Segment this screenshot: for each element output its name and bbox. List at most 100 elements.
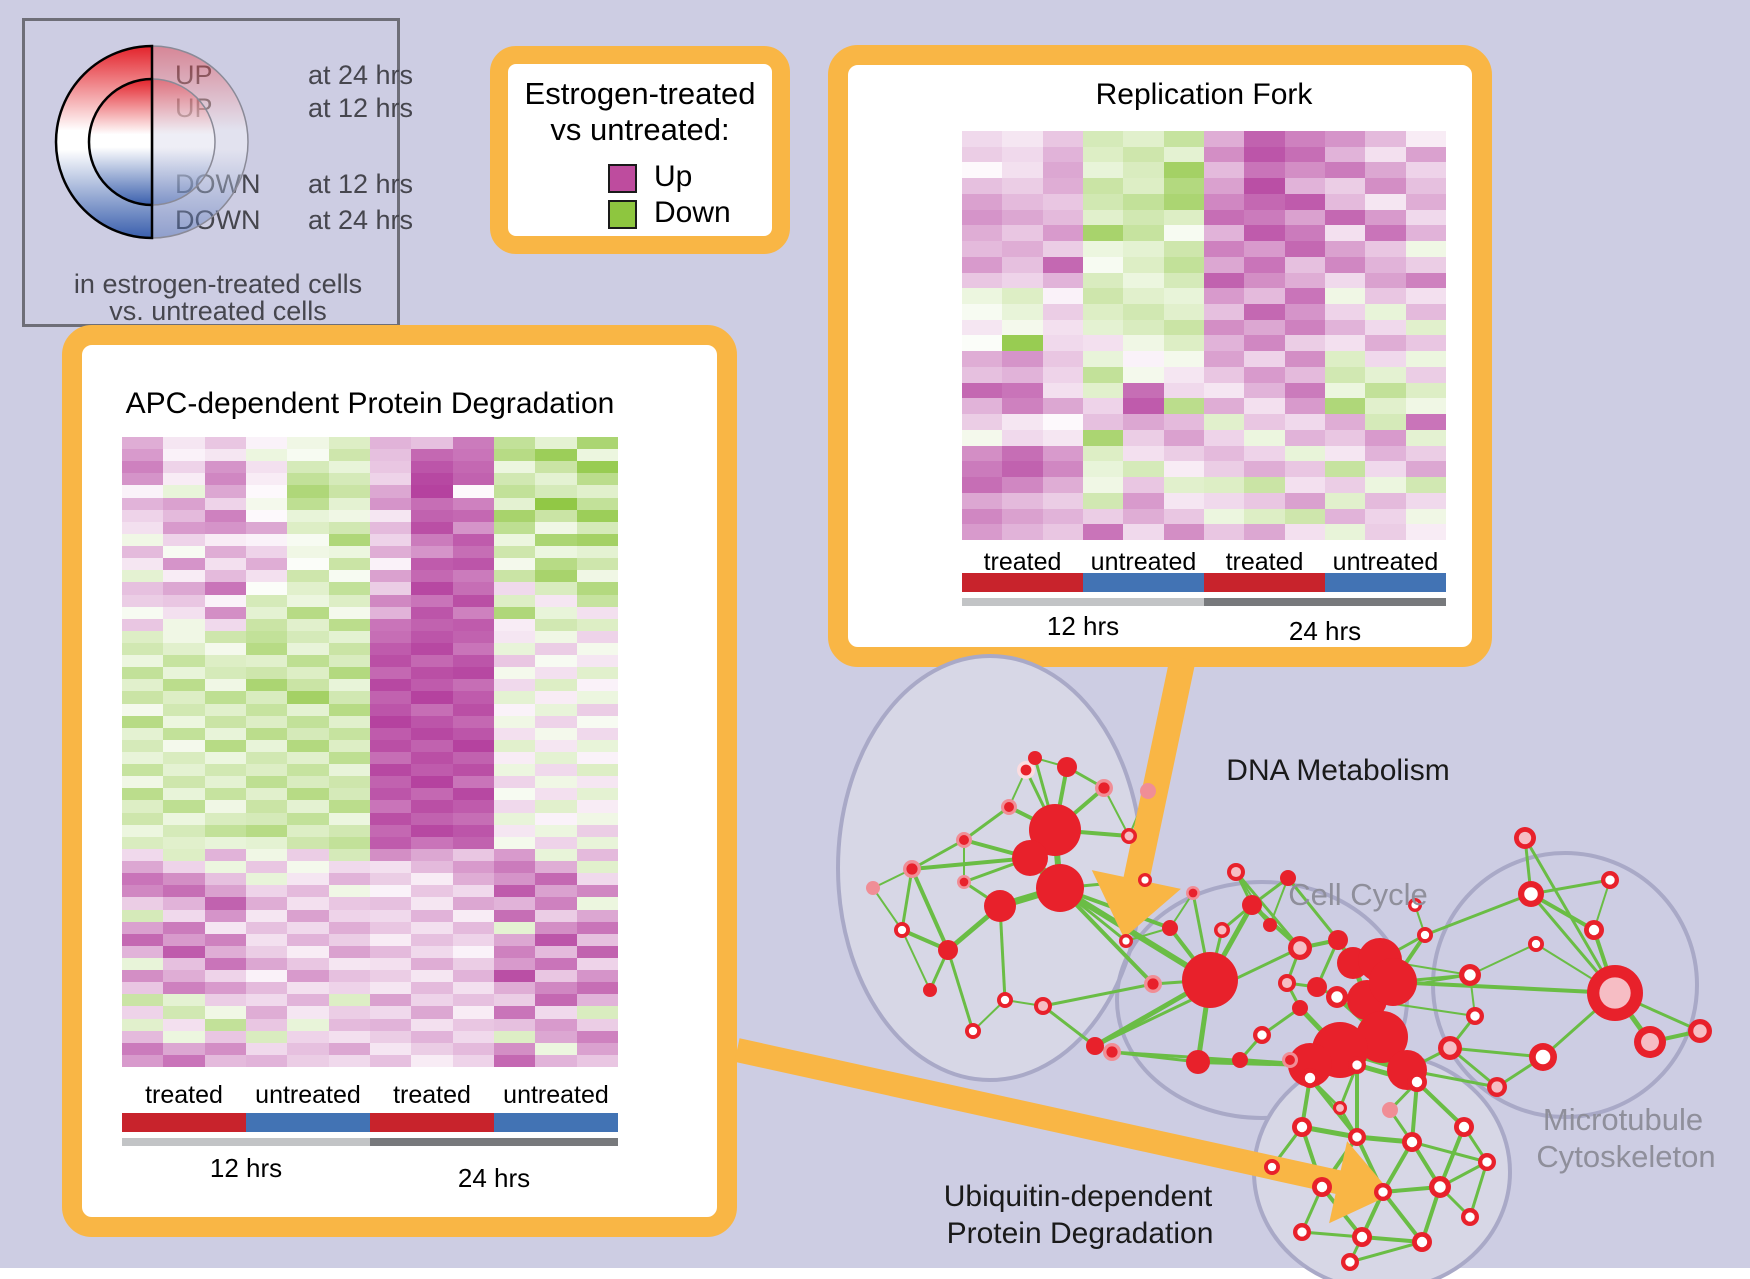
treated-bar	[962, 573, 1083, 592]
heatmap-cell	[493, 485, 536, 498]
heatmap-cell	[411, 1042, 453, 1055]
heatmap-cell	[576, 570, 618, 583]
heatmap-cell	[122, 848, 164, 862]
heatmap-cell	[1244, 492, 1285, 509]
heatmap-cell	[452, 752, 494, 765]
heatmap-cell	[328, 497, 370, 510]
heatmap-cell	[1042, 131, 1083, 147]
heatmap-cell	[163, 970, 205, 983]
heatmap-cell	[1123, 225, 1164, 242]
heatmap-cell	[122, 679, 164, 692]
heatmap-cell	[245, 897, 288, 910]
heatmap-cell	[1163, 429, 1204, 446]
heatmap-cell	[204, 994, 246, 1007]
heatmap-cell	[245, 582, 288, 595]
heatmap-cell	[411, 994, 453, 1007]
heatmap-cell	[122, 909, 164, 922]
heatmap-cell	[328, 558, 370, 571]
heatmap-cell	[1203, 351, 1245, 367]
heatmap-cell	[328, 618, 370, 631]
heatmap-cell	[369, 655, 412, 668]
heatmap-cell	[204, 703, 246, 716]
heatmap-cell	[535, 800, 577, 813]
heatmap-cell	[1163, 209, 1204, 226]
heatmap-cell	[1203, 288, 1245, 305]
heatmap-cell	[1002, 382, 1043, 399]
heatmap-cell	[369, 437, 412, 450]
heatmap-cell	[1244, 178, 1285, 194]
heatmap-cell	[493, 824, 536, 837]
heatmap-cell	[369, 546, 412, 559]
heatmap-cell	[1284, 398, 1325, 415]
heatmap-cell	[576, 800, 618, 813]
heatmap-cell	[369, 1042, 412, 1055]
heatmap-cell	[1163, 225, 1204, 242]
heatmap-cell	[369, 606, 412, 619]
heatmap-cell	[411, 655, 453, 668]
heatmap-cell	[452, 642, 494, 656]
heatmap-cell	[1365, 256, 1406, 273]
heatmap-cell	[163, 570, 205, 583]
heatmap-cell	[452, 727, 494, 740]
heatmap-cell	[1244, 162, 1285, 179]
heatmap-cell	[452, 558, 494, 571]
heatmap-cell	[535, 824, 577, 837]
heatmap-cell	[1163, 508, 1204, 525]
heatmap-cell	[493, 533, 536, 547]
heatmap-cell	[962, 524, 1003, 540]
heatmap-cell	[163, 630, 205, 643]
heatmap-cell	[245, 957, 288, 971]
heatmap-cell	[1042, 241, 1083, 257]
up-color-swatch	[608, 164, 637, 193]
heatmap-cell	[452, 1006, 494, 1019]
heatmap-cell	[535, 461, 577, 474]
heatmap-cell	[962, 366, 1003, 383]
heatmap-cell	[163, 1018, 205, 1031]
heatmap-cell	[493, 521, 536, 534]
heatmap-cell	[204, 437, 246, 450]
heatmap-cell	[1324, 461, 1366, 478]
heatmap-cell	[328, 800, 370, 813]
heatmap-cell	[287, 679, 329, 692]
heatmap-cell	[493, 885, 536, 898]
heatmap-cell	[576, 546, 618, 559]
heatmap-cell	[411, 606, 453, 619]
heatmap-cell	[328, 594, 370, 607]
heatmap-cell	[163, 485, 205, 498]
heatmap-cell	[1203, 162, 1245, 179]
heatmap-cell	[328, 533, 370, 547]
heatmap-cell	[452, 776, 494, 789]
heatmap-cell	[287, 715, 329, 728]
heatmap-cell	[535, 885, 577, 898]
heatmap-cell	[452, 739, 494, 752]
heatmap-cell	[328, 945, 370, 958]
heatmap-cell	[1042, 398, 1083, 415]
heatmap-cell	[328, 703, 370, 716]
heatmap-cell	[1163, 193, 1204, 210]
heatmap-cell	[535, 933, 577, 946]
heatmap-cell	[204, 885, 246, 898]
heatmap-cell	[411, 812, 453, 825]
heatmap-cell	[1163, 382, 1204, 399]
heatmap-cell	[576, 618, 618, 631]
heatmap-cell	[493, 861, 536, 874]
heatmap-cell	[1203, 304, 1245, 320]
heatmap-cell	[493, 873, 536, 886]
heatmap-cell	[1203, 209, 1245, 226]
heatmap-cell	[204, 461, 246, 474]
heatmap-cell	[1284, 209, 1325, 226]
heatmap-cell	[1042, 382, 1083, 399]
heatmap-cell	[328, 982, 370, 995]
heatmap-cell	[163, 582, 205, 595]
heatmap-cell	[493, 739, 536, 752]
heatmap-cell	[245, 473, 288, 486]
24hrs-bar	[1204, 598, 1446, 606]
heatmap-cell	[1284, 256, 1325, 273]
heatmap-cell	[576, 594, 618, 607]
heatmap-cell	[1284, 146, 1325, 163]
heatmap-cell	[1163, 256, 1204, 273]
heatmap-cell	[287, 509, 329, 522]
heatmap-cell	[1244, 461, 1285, 478]
heatmap-cell	[369, 909, 412, 922]
heatmap-cell	[1405, 146, 1446, 163]
